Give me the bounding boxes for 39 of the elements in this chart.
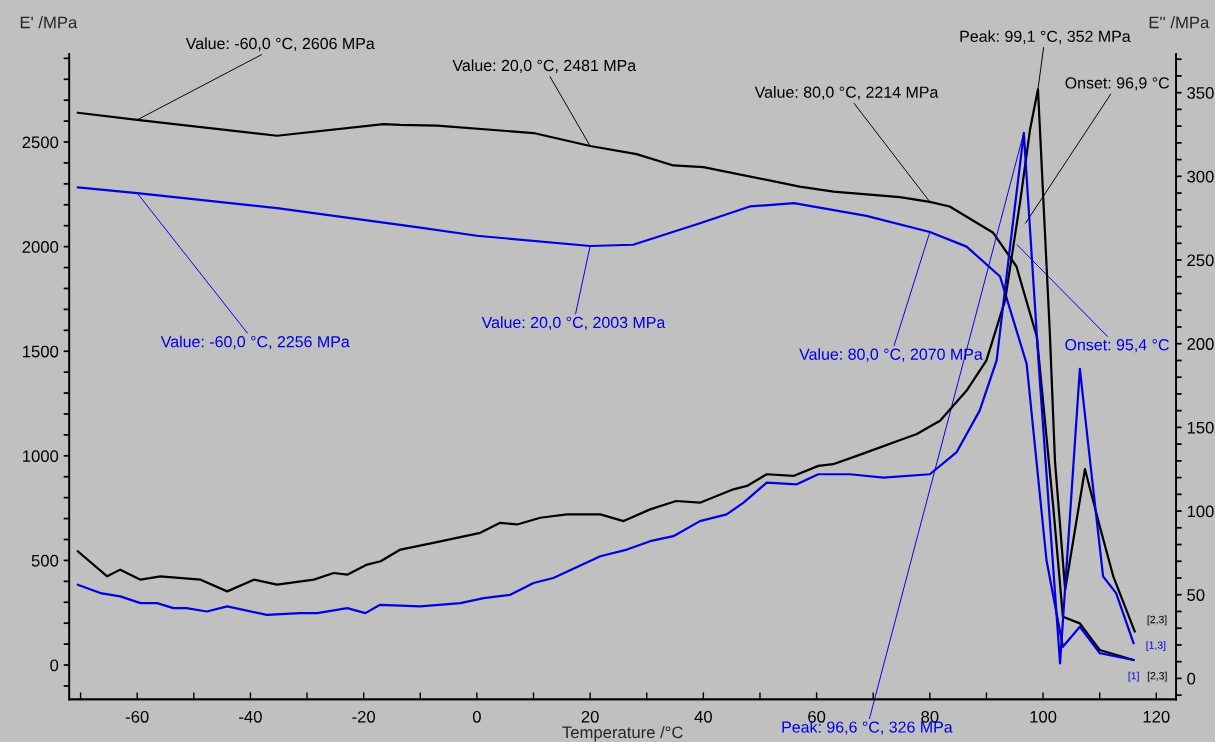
y2-tick-label: 150 [1187, 421, 1214, 434]
x-tick-label: 20 [581, 710, 599, 723]
annotation: Onset: 95,4 °C [1065, 339, 1169, 353]
annotation: Value: 80,0 °C, 2214 MPa [754, 86, 939, 100]
annotation: Value: -60,0 °C, 2606 MPa [185, 37, 375, 52]
x-tick-label: 100 [1030, 710, 1057, 723]
y2-axis-title: E'' /MPa [1149, 16, 1210, 29]
y-tick-label: 1500 [23, 345, 59, 358]
annotation: [1] [1128, 671, 1139, 682]
y-axis-title: E' /MPa [20, 16, 78, 29]
y2-tick-label: 0 [1187, 672, 1196, 685]
x-tick-label: -40 [239, 710, 262, 723]
x-tick-label: 60 [808, 710, 826, 723]
x-tick-label: -60 [125, 710, 149, 723]
annotation: Value: 20,0 °C, 2003 MPa [481, 316, 666, 330]
x-tick-label: 0 [472, 710, 481, 723]
annotation: [2,3] [1147, 615, 1167, 626]
annotation: Onset: 96,9 °C [1065, 77, 1170, 91]
y2-tick-label: 200 [1187, 338, 1214, 350]
y-tick-label: 500 [31, 554, 59, 567]
x-tick-label: -20 [352, 710, 376, 723]
x-axis-title: Temperature /°C [562, 725, 683, 742]
y-tick-label: 2500 [22, 136, 59, 149]
x-tick-label: 120 [1143, 710, 1170, 723]
annotation: [1,3] [1146, 641, 1166, 651]
y-tick-label: 0 [50, 659, 59, 672]
annotation: [2,3] [1147, 671, 1167, 682]
y-tick-label: 2000 [22, 241, 59, 253]
y2-tick-label: 100 [1187, 505, 1214, 518]
annotation: Value: 20,0 °C, 2481 MPa [452, 59, 637, 74]
x-tick-label: 40 [694, 710, 712, 723]
y2-tick-label: 300 [1187, 170, 1214, 183]
y2-tick-label: 250 [1187, 254, 1214, 267]
annotation: Peak: 99,1 °C, 352 MPa [960, 30, 1131, 44]
y-tick-label: 1000 [23, 450, 59, 463]
x-tick-label: 80 [921, 710, 939, 723]
annotation: Value: -60,0 °C, 2256 MPa [160, 335, 350, 350]
y2-tick-label: 50 [1187, 589, 1205, 601]
y2-tick-label: 350 [1187, 87, 1214, 99]
